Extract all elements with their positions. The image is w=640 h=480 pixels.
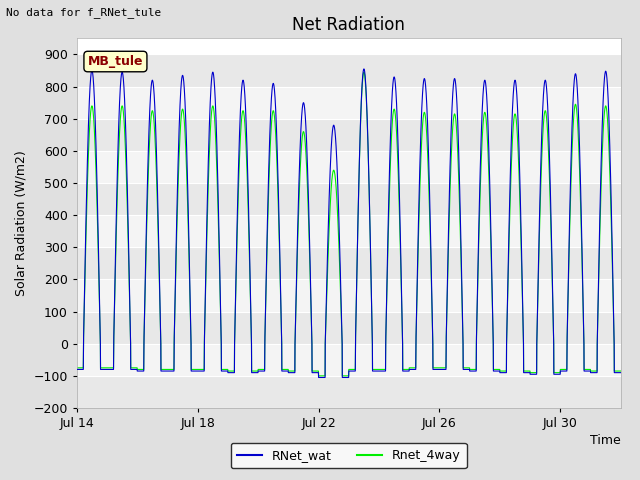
Text: MB_tule: MB_tule [88,55,143,68]
Text: Time: Time [590,434,621,447]
Bar [77,312,621,344]
Bar [77,54,621,86]
Bar [77,215,621,247]
Text: No data for f_RNet_tule: No data for f_RNet_tule [6,7,162,18]
Bar [77,151,621,183]
Y-axis label: Solar Radiation (W/m2): Solar Radiation (W/m2) [15,150,28,296]
Bar [77,86,621,119]
Bar [77,119,621,151]
Bar [77,183,621,215]
Bar [77,279,621,312]
Legend: RNet_wat, Rnet_4way: RNet_wat, Rnet_4way [231,443,467,468]
Bar [77,376,621,408]
Bar [77,344,621,376]
Bar [77,247,621,279]
Title: Net Radiation: Net Radiation [292,16,405,34]
